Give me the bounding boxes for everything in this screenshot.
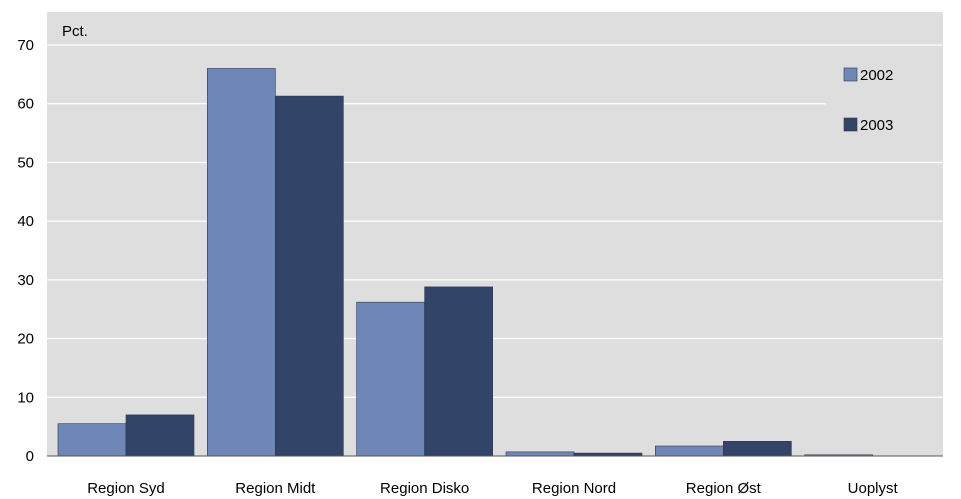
- x-category-label: Region Midt: [235, 480, 316, 497]
- y-tick-label: 50: [17, 154, 34, 171]
- bar-2003-0: [125, 414, 195, 457]
- y-tick-label: 40: [17, 213, 34, 230]
- y-tick-label: 10: [17, 389, 34, 406]
- plot-background: [47, 12, 943, 456]
- bar-2003-2: [424, 286, 493, 457]
- y-axis-ticks: 0 10 20 30 40 50 60 70: [17, 37, 34, 465]
- y-tick-label: 60: [17, 96, 34, 113]
- x-axis-labels: Region Syd Region Midt Region Disko Region …: [87, 480, 898, 497]
- bar-2003-4: [723, 441, 792, 457]
- legend-label-2002: 2002: [860, 67, 893, 84]
- y-tick-label: 30: [17, 272, 34, 289]
- bars: [57, 68, 873, 457]
- gridlines: [47, 44, 943, 398]
- bar-2002-2: [356, 301, 425, 457]
- bar-2002-1: [207, 68, 276, 457]
- x-category-label: Region Øst: [686, 480, 762, 497]
- y-tick-label: 20: [17, 331, 34, 348]
- bar-2002-4: [655, 445, 724, 457]
- x-category-label: Region Syd: [87, 480, 165, 497]
- legend: 2002 2003: [826, 67, 943, 154]
- bar-2002-3: [505, 451, 575, 457]
- x-category-label: Region Disko: [380, 480, 469, 497]
- legend-swatch-2002: [843, 67, 858, 82]
- bar-2002-0: [57, 423, 127, 457]
- x-category-label: Uoplyst: [848, 480, 899, 497]
- y-tick-label: 0: [26, 448, 34, 465]
- y-axis-unit-label: Pct.: [62, 23, 88, 40]
- x-category-label: Region Nord: [532, 480, 616, 497]
- legend-swatch-2003: [843, 117, 858, 132]
- y-tick-label: 70: [17, 37, 34, 54]
- legend-label-2003: 2003: [860, 117, 893, 134]
- bar-2003-1: [275, 95, 344, 457]
